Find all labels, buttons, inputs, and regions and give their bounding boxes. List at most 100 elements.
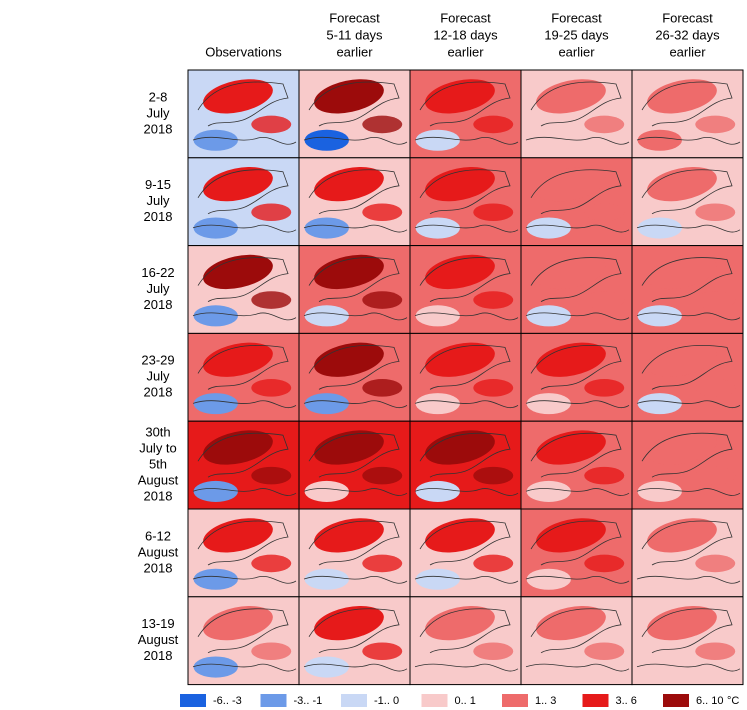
map-anomaly — [638, 569, 682, 590]
map-anomaly — [416, 218, 460, 239]
legend-swatch — [422, 694, 448, 707]
map-panel — [299, 597, 410, 685]
column-header: 19-25 days — [544, 27, 609, 42]
map-anomaly — [695, 467, 735, 485]
legend-swatch — [583, 694, 609, 707]
map-panel — [632, 246, 743, 334]
map-anomaly — [695, 555, 735, 573]
legend-swatch — [341, 694, 367, 707]
row-label: 2018 — [144, 297, 173, 312]
map-panel — [188, 421, 299, 509]
map-panel — [410, 246, 521, 334]
row-label: 23-29 — [141, 353, 174, 368]
row-label: 16-22 — [141, 265, 174, 280]
map-anomaly — [584, 642, 624, 660]
map-anomaly — [416, 569, 460, 590]
column-header: earlier — [669, 44, 706, 59]
column-header: 12-18 days — [433, 27, 498, 42]
row-label: 13-19 — [141, 616, 174, 631]
row-label: August — [138, 544, 179, 559]
map-panel — [299, 509, 410, 597]
map-panel — [632, 158, 743, 246]
map-anomaly — [305, 218, 349, 239]
map-anomaly — [251, 555, 291, 573]
map-anomaly — [362, 379, 402, 397]
map-panel — [632, 509, 743, 597]
row-label: 2018 — [144, 121, 173, 136]
legend-unit: °C — [727, 695, 739, 707]
map-anomaly — [194, 305, 238, 326]
map-anomaly — [695, 291, 735, 309]
map-panel — [188, 597, 299, 685]
map-anomaly — [416, 657, 460, 678]
map-anomaly — [194, 393, 238, 414]
map-panel — [521, 246, 632, 334]
map-panel — [410, 509, 521, 597]
map-anomaly — [362, 555, 402, 573]
map-anomaly — [251, 116, 291, 134]
map-panel — [521, 158, 632, 246]
column-header: 5-11 days — [326, 27, 383, 42]
map-panel — [188, 246, 299, 334]
row-label: July — [146, 281, 170, 296]
map-panel — [410, 421, 521, 509]
legend-label: 6.. 10 — [696, 695, 724, 707]
map-anomaly — [638, 393, 682, 414]
map-anomaly — [473, 379, 513, 397]
map-anomaly — [362, 642, 402, 660]
map-anomaly — [305, 481, 349, 502]
map-anomaly — [527, 305, 571, 326]
map-panel — [521, 597, 632, 685]
map-anomaly — [638, 481, 682, 502]
map-anomaly — [473, 291, 513, 309]
map-anomaly — [305, 393, 349, 414]
column-header: Forecast — [440, 10, 491, 25]
map-anomaly — [251, 291, 291, 309]
map-panel — [299, 70, 410, 158]
map-anomaly — [473, 203, 513, 221]
column-header: earlier — [558, 44, 595, 59]
column-header: Forecast — [662, 10, 713, 25]
map-anomaly — [194, 481, 238, 502]
map-panel — [521, 333, 632, 421]
map-anomaly — [584, 467, 624, 485]
map-panel — [410, 158, 521, 246]
map-anomaly — [305, 569, 349, 590]
map-anomaly — [194, 130, 238, 151]
row-label: 9-15 — [145, 177, 171, 192]
row-label: 5th — [149, 457, 167, 472]
map-panel — [632, 333, 743, 421]
row-label: July — [146, 193, 170, 208]
row-label: 2-8 — [149, 89, 168, 104]
map-anomaly — [584, 116, 624, 134]
row-label: August — [138, 632, 179, 647]
map-anomaly — [416, 130, 460, 151]
map-anomaly — [416, 481, 460, 502]
map-anomaly — [527, 481, 571, 502]
legend-label: -1.. 0 — [374, 695, 399, 707]
legend-swatch — [261, 694, 287, 707]
map-anomaly — [194, 569, 238, 590]
legend-swatch — [180, 694, 206, 707]
legend-label: 3.. 6 — [616, 695, 637, 707]
legend-swatch — [663, 694, 689, 707]
map-anomaly — [527, 569, 571, 590]
map-anomaly — [527, 393, 571, 414]
row-label: 2018 — [144, 385, 173, 400]
map-panel — [632, 421, 743, 509]
map-anomaly — [416, 305, 460, 326]
map-panel — [188, 70, 299, 158]
row-label: 2018 — [144, 560, 173, 575]
legend-swatch — [502, 694, 528, 707]
map-anomaly — [695, 642, 735, 660]
map-anomaly — [305, 305, 349, 326]
map-panel — [410, 70, 521, 158]
map-anomaly — [695, 379, 735, 397]
map-anomaly — [527, 130, 571, 151]
legend-label: -6.. -3 — [213, 695, 242, 707]
legend-label: 0.. 1 — [455, 695, 476, 707]
row-label: 2018 — [144, 209, 173, 224]
row-label: July — [146, 369, 170, 384]
map-anomaly — [362, 203, 402, 221]
map-anomaly — [638, 305, 682, 326]
